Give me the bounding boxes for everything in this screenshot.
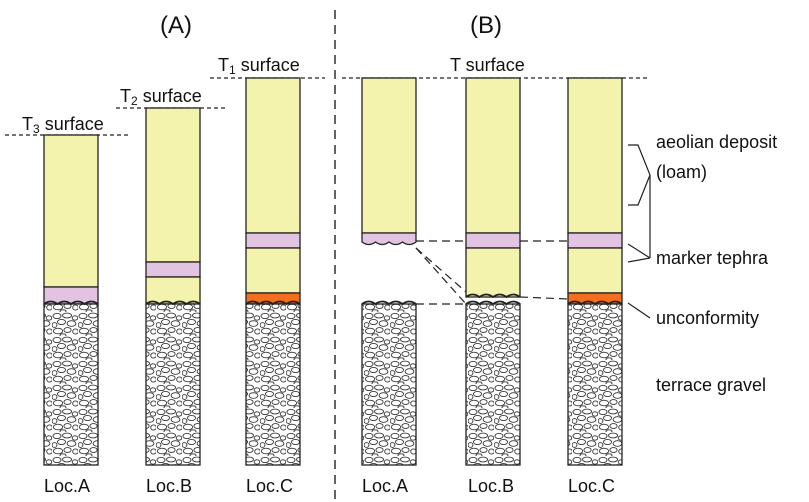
gravel-layer-a-loc-a (43, 303, 99, 466)
tephra-layer-b-loc-a (361, 232, 417, 246)
gravel-layer-a-loc-b (145, 303, 201, 466)
unconformity-leader (627, 302, 651, 319)
unconformity-wave-a-loc-b (145, 300, 201, 306)
loc-label-1: Loc.A (44, 476, 90, 496)
tephra-layer-b-loc-c (567, 232, 623, 249)
loc-label-2: Loc.B (146, 476, 192, 496)
loc-label-6: Loc.C (568, 476, 615, 496)
loc-label-4: Loc.A (362, 476, 408, 496)
unconformity-wave-b-loc-c (567, 300, 623, 306)
gravel-layer-a-loc-c (245, 303, 301, 466)
aeolian-bracket (628, 144, 651, 206)
loc-label-3: Loc.C (246, 476, 293, 496)
tephra-leader-1 (627, 257, 651, 263)
gravel-layer-b-loc-c (567, 303, 623, 466)
panel-b-title: (B) (470, 12, 502, 39)
loam-layer-b-loc-b (465, 77, 521, 234)
legend-tephra: marker tephra (656, 248, 769, 268)
legend-leaders (627, 144, 651, 319)
t1-surface-label: T1 surface (218, 55, 300, 77)
t-surface-label: T surface (450, 55, 525, 75)
lower-loam-layer-b-loc-c (567, 247, 623, 294)
legend-gravel: terrace gravel (656, 375, 766, 395)
lower-loam-layer-a-loc-c (245, 247, 301, 294)
lower-loam-layer-b-loc-b (465, 247, 521, 298)
loam-layer-a-loc-c (245, 77, 301, 234)
t2-surface-label: T2 surface (120, 86, 202, 108)
tephra-layer-b-loc-b (465, 232, 521, 249)
t3-surface-label: T3 surface (22, 114, 104, 136)
lower-loam-layer-a-loc-b (145, 276, 201, 305)
unconf-correlation-b-c (519, 296, 569, 300)
loam-layer-a-loc-a (43, 134, 99, 288)
unconf-correlation-a-b-upper (415, 247, 467, 293)
loc-label-5: Loc.B (468, 476, 514, 496)
gravel-correlation-a-b (415, 247, 467, 305)
loam-layer-b-loc-a (361, 77, 417, 234)
correlation-lines (415, 240, 569, 305)
loam-layer-b-loc-c (567, 77, 623, 234)
tephra-layer-a-loc-b (145, 261, 201, 278)
erosion-wave-b-loc-b (465, 293, 521, 299)
gravel-layer-b-loc-b (465, 303, 521, 466)
legend-aeolian-line2: (loam) (656, 162, 707, 182)
tephra-layer-a-loc-c (245, 232, 301, 249)
unconformity-wave-a-loc-a (43, 300, 99, 306)
panel-a-title: (A) (160, 12, 192, 39)
loam-layer-a-loc-b (145, 107, 201, 263)
legend-aeolian-line1: aeolian deposit (656, 132, 777, 152)
tephra-leader-2 (627, 243, 651, 259)
unconformity-wave-a-loc-c (245, 300, 301, 306)
unconformity-wave-b-loc-b (465, 300, 521, 306)
unconformity-wave-b-loc-a (361, 300, 417, 306)
legend-unconformity: unconformity (656, 308, 759, 328)
gravel-layer-b-loc-a (361, 303, 417, 466)
columns-group (43, 77, 623, 466)
